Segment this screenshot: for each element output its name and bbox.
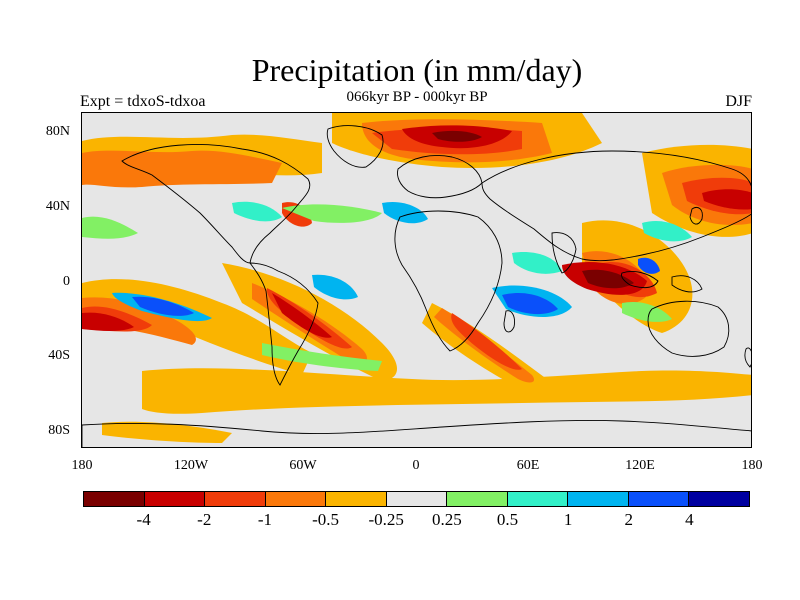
- anomaly-layer-plus-0-25: [82, 204, 672, 371]
- anomaly-layer-minus-4: [432, 130, 634, 289]
- colorbar-swatch: [144, 492, 206, 506]
- colorbar-swatch: [265, 492, 327, 506]
- colorbar-swatch: [84, 492, 145, 506]
- plot-subtitle: 066kyr BP - 000kyr BP: [346, 89, 488, 105]
- lat-label-40s: 40S: [48, 348, 70, 363]
- colorbar-swatch: [326, 492, 387, 506]
- lat-label-80n: 80N: [45, 124, 70, 139]
- colorbar-label: 0.25: [431, 510, 462, 529]
- anomaly-layer-plus-0-5: [232, 201, 692, 274]
- colorbar-label: -4: [136, 510, 151, 529]
- colorbar-label: -0.5: [312, 510, 339, 529]
- colorbar-swatch: [689, 492, 750, 506]
- lon-label-0: 0: [412, 458, 420, 473]
- experiment-label: Expt = tdxoS-tdxoa: [80, 93, 206, 110]
- colorbar-swatch: [386, 492, 448, 506]
- anomaly-layer-plus-2: [132, 257, 660, 316]
- colorbar-label: 2: [624, 510, 633, 529]
- lon-label-180e: 180: [741, 458, 763, 473]
- precipitation-map: [81, 112, 752, 448]
- lat-label-80s: 80S: [48, 423, 70, 438]
- colorbar-label: 4: [685, 510, 694, 529]
- lat-label-40n: 40N: [45, 199, 70, 214]
- colorbar-label: 1: [563, 510, 573, 529]
- colorbar-label: 0.5: [496, 510, 519, 529]
- colorbar-label: -1: [257, 510, 272, 529]
- lon-label-120e: 120E: [625, 458, 655, 473]
- coastlines: [82, 125, 751, 447]
- plot-title: Precipitation (in mm/day): [251, 52, 583, 88]
- colorbar-swatch: [447, 492, 508, 506]
- season-label: DJF: [725, 93, 752, 110]
- lon-label-60w: 60W: [289, 458, 317, 473]
- lon-label-120w: 120W: [173, 458, 209, 473]
- colorbar-swatch: [628, 492, 690, 506]
- lon-label-180w: 180: [71, 458, 93, 473]
- map-svg: [82, 113, 751, 447]
- colorbar-swatch: [507, 492, 569, 506]
- colorbar-swatch: [568, 492, 629, 506]
- colorbar: [83, 491, 750, 507]
- colorbar-swatch: [205, 492, 266, 506]
- lat-label-0: 0: [63, 274, 70, 289]
- lon-label-60e: 60E: [516, 458, 540, 473]
- colorbar-label: -0.25: [368, 510, 404, 529]
- colorbar-label: -2: [197, 510, 212, 529]
